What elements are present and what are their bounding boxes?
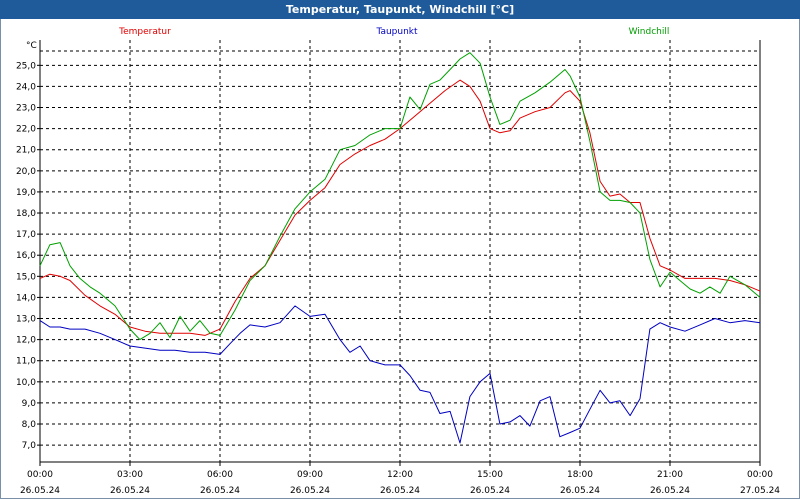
y-tick-label: 10,0 <box>16 378 36 388</box>
y-tick-label: 7,0 <box>22 441 37 451</box>
y-tick-label: 18,0 <box>16 209 36 219</box>
y-tick-label: 22,0 <box>16 125 36 135</box>
y-tick-label: 24,0 <box>16 82 36 92</box>
x-tick-date: 26.05.24 <box>470 486 510 496</box>
y-tick-label: 23,0 <box>16 104 36 114</box>
chart-title: Temperatur, Taupunkt, Windchill [°C] <box>0 0 800 19</box>
y-tick-label: 25,0 <box>16 61 36 71</box>
y-axis-label: °C <box>26 41 37 51</box>
y-tick-label: 8,0 <box>22 420 37 430</box>
x-tick-time: 00:00 <box>747 470 773 480</box>
x-tick-date: 27.05.24 <box>740 486 780 496</box>
legend-windchill: Windchill <box>629 27 670 37</box>
x-tick-date: 26.05.24 <box>380 486 420 496</box>
y-tick-label: 19,0 <box>16 188 36 198</box>
x-tick-time: 12:00 <box>387 470 413 480</box>
x-tick-time: 21:00 <box>657 470 683 480</box>
series-line-temperatur <box>39 79 761 336</box>
x-tick-time: 09:00 <box>297 470 323 480</box>
x-tick-time: 03:00 <box>117 470 143 480</box>
x-tick-time: 00:00 <box>27 470 53 480</box>
x-tick-time: 18:00 <box>567 470 593 480</box>
x-tick-time: 06:00 <box>207 470 233 480</box>
grid-lines <box>40 40 760 462</box>
x-tick-date: 26.05.24 <box>200 486 240 496</box>
x-tick-date: 26.05.24 <box>290 486 330 496</box>
series-line-windchill <box>39 52 761 341</box>
x-tick-time: 15:00 <box>477 470 503 480</box>
series-line-taupunkt <box>39 305 761 444</box>
y-tick-label: 20,0 <box>16 167 36 177</box>
y-tick-label: 13,0 <box>16 315 36 325</box>
y-tick-label: 21,0 <box>16 146 36 156</box>
y-tick-label: 9,0 <box>22 399 37 409</box>
series-lines <box>39 52 761 444</box>
y-tick-label: 15,0 <box>16 272 36 282</box>
y-tick-label: 14,0 <box>16 293 36 303</box>
y-tick-label: 12,0 <box>16 336 36 346</box>
legend-temperatur: Temperatur <box>118 27 171 37</box>
y-tick-label: 17,0 <box>16 230 36 240</box>
y-tick-label: 11,0 <box>16 357 36 367</box>
x-tick-date: 26.05.24 <box>650 486 690 496</box>
x-tick-date: 26.05.24 <box>110 486 150 496</box>
x-tick-date: 26.05.24 <box>560 486 600 496</box>
axes <box>37 40 761 466</box>
x-tick-labels: 00:00 26.05.24 03:00 26.05.24 06:00 26.05.24 0… <box>20 470 780 496</box>
legend-taupunkt: Taupunkt <box>375 27 418 37</box>
x-tick-date: 26.05.24 <box>20 486 60 496</box>
y-tick-labels: 7,0 8,0 9,0 10,0 11,0 12,0 13,0 14,0 15,0 16,0 17,… <box>16 61 36 451</box>
y-tick-label: 16,0 <box>16 251 36 261</box>
legend: Temperatur Taupunkt Windchill <box>118 27 669 37</box>
